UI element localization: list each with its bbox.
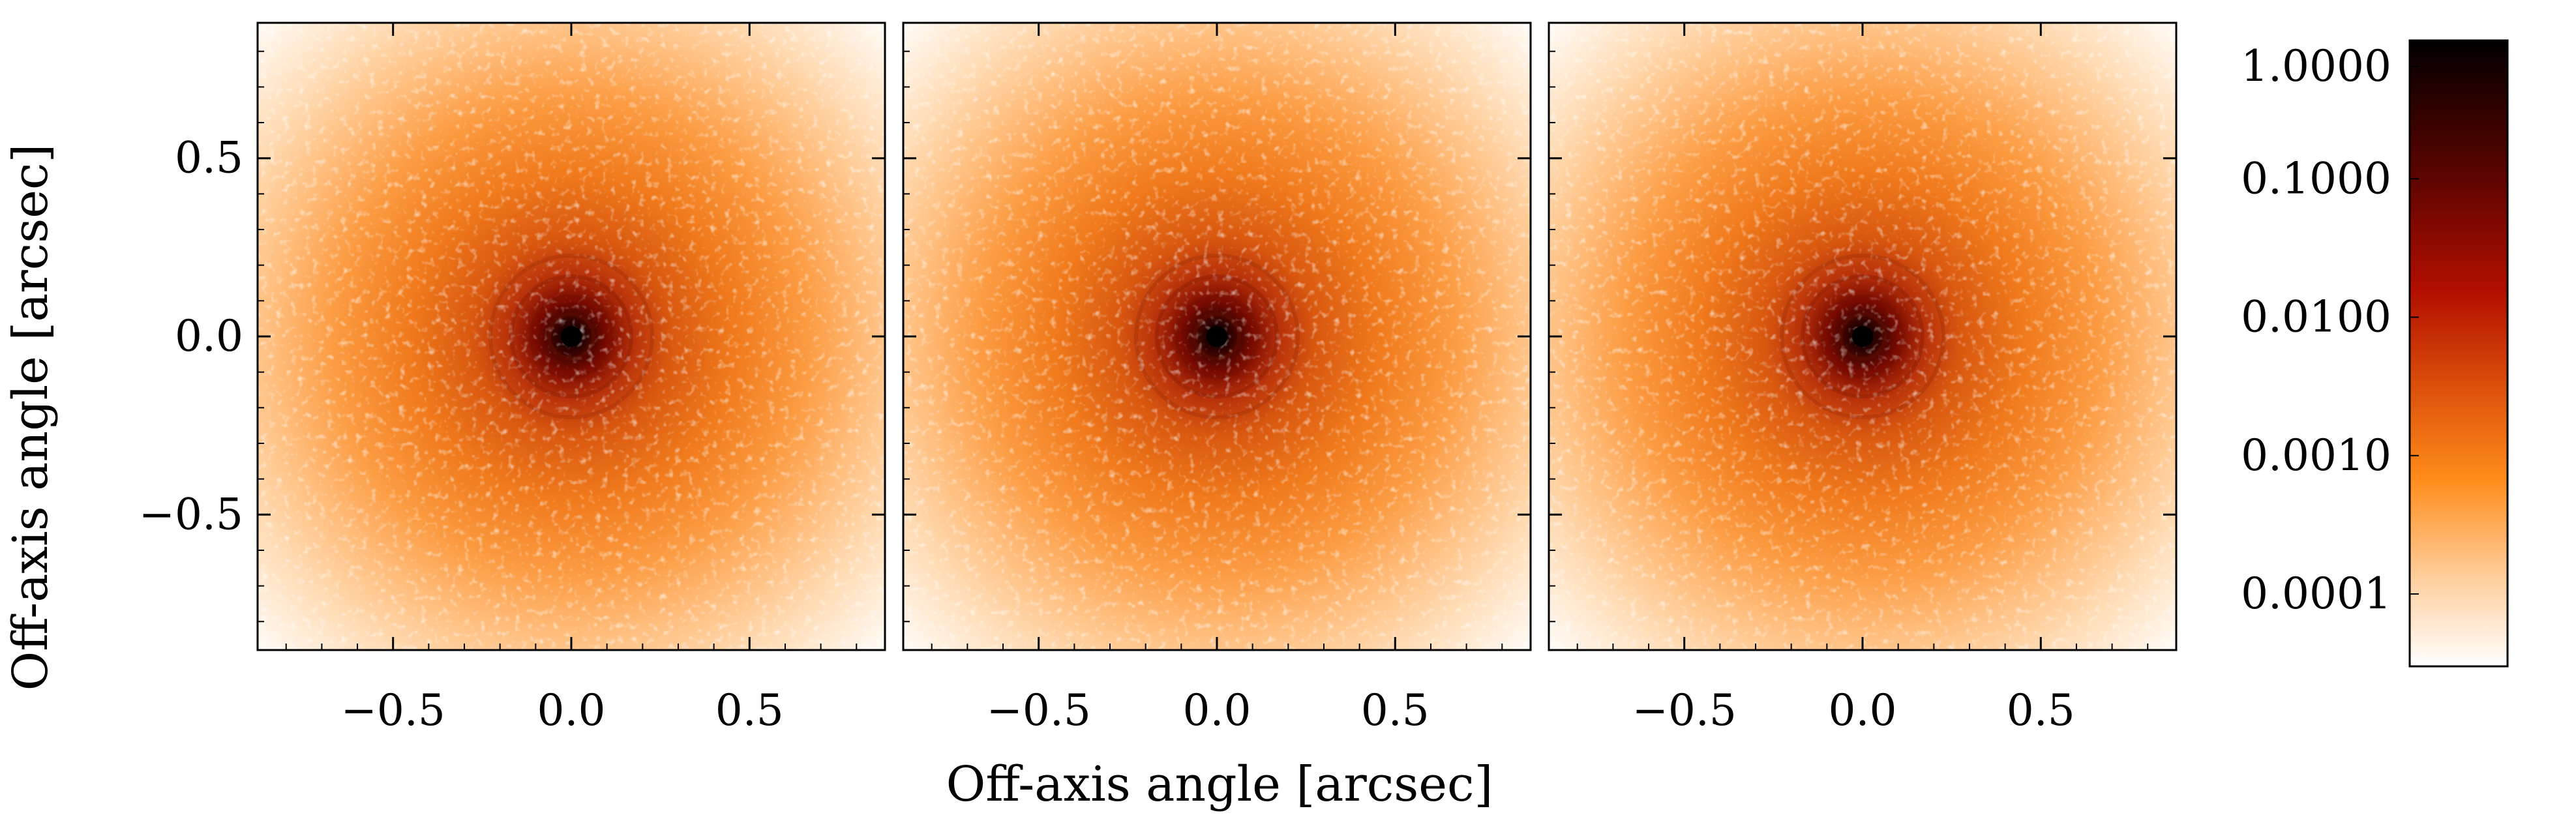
colorbar-gradient — [2410, 40, 2508, 666]
x-tick-label: 0.5 — [1361, 685, 1430, 735]
diffraction-ring — [1175, 294, 1259, 379]
diffraction-ring — [1134, 254, 1300, 419]
colorbar-tick-label: 0.0010 — [2241, 430, 2391, 481]
diffraction-ring — [547, 312, 595, 361]
x-tick-label: 0.5 — [715, 685, 784, 735]
x-tick-label: 0.5 — [2007, 685, 2075, 735]
psf-peak — [1206, 326, 1227, 347]
diffraction-ring — [1820, 294, 1905, 379]
colorbar-tick-label: 0.0001 — [2241, 569, 2391, 619]
x-tick-label: −0.5 — [341, 685, 445, 735]
heatmap-panel-1: −0.5 0.0 0.5 0.5 0.0 −0.5 — [139, 22, 886, 735]
y-tick-label: 0.0 — [175, 311, 243, 361]
x-tick-label: 0.0 — [1829, 685, 1897, 735]
x-tick-label: 0.0 — [537, 685, 606, 735]
diffraction-ring — [1801, 274, 1925, 398]
colorbar-tick-label: 0.0100 — [2241, 292, 2391, 342]
heatmap-panel-3: −0.5 0.0 0.5 — [1548, 22, 2178, 735]
diffraction-ring — [488, 254, 654, 419]
heatmap-panel-2: −0.5 0.0 0.5 — [902, 22, 1532, 735]
psf-peak — [1852, 326, 1873, 347]
y-tick-label: 0.5 — [175, 133, 243, 183]
colorbar-tick-label: 1.0000 — [2241, 41, 2391, 91]
x-axis-label: Off-axis angle [arcsec] — [946, 756, 1493, 812]
psf-peak — [561, 326, 582, 347]
diffraction-ring — [509, 274, 633, 398]
y-axis-label: Off-axis angle [arcsec] — [3, 144, 59, 691]
diffraction-ring — [1155, 274, 1279, 398]
diffraction-ring — [1193, 312, 1241, 361]
diffraction-ring — [529, 294, 614, 379]
x-tick-label: 0.0 — [1183, 685, 1251, 735]
diffraction-ring — [1780, 254, 1945, 419]
x-tick-label: −0.5 — [987, 685, 1091, 735]
colorbar-frame — [2408, 39, 2509, 668]
diffraction-ring — [1838, 312, 1887, 361]
colorbar-tick-label: 0.1000 — [2241, 153, 2391, 203]
heatmap-panels: −0.5 0.0 0.5 0.5 0.0 −0.5 −0.5 0.0 0.5 −0.5 0.0 0.5 — [139, 22, 2178, 735]
x-tick-label: −0.5 — [1632, 685, 1737, 735]
colorbar: 1.0000 0.1000 0.0100 0.0010 0.0001 — [2241, 39, 2509, 668]
y-tick-label: −0.5 — [139, 489, 243, 539]
